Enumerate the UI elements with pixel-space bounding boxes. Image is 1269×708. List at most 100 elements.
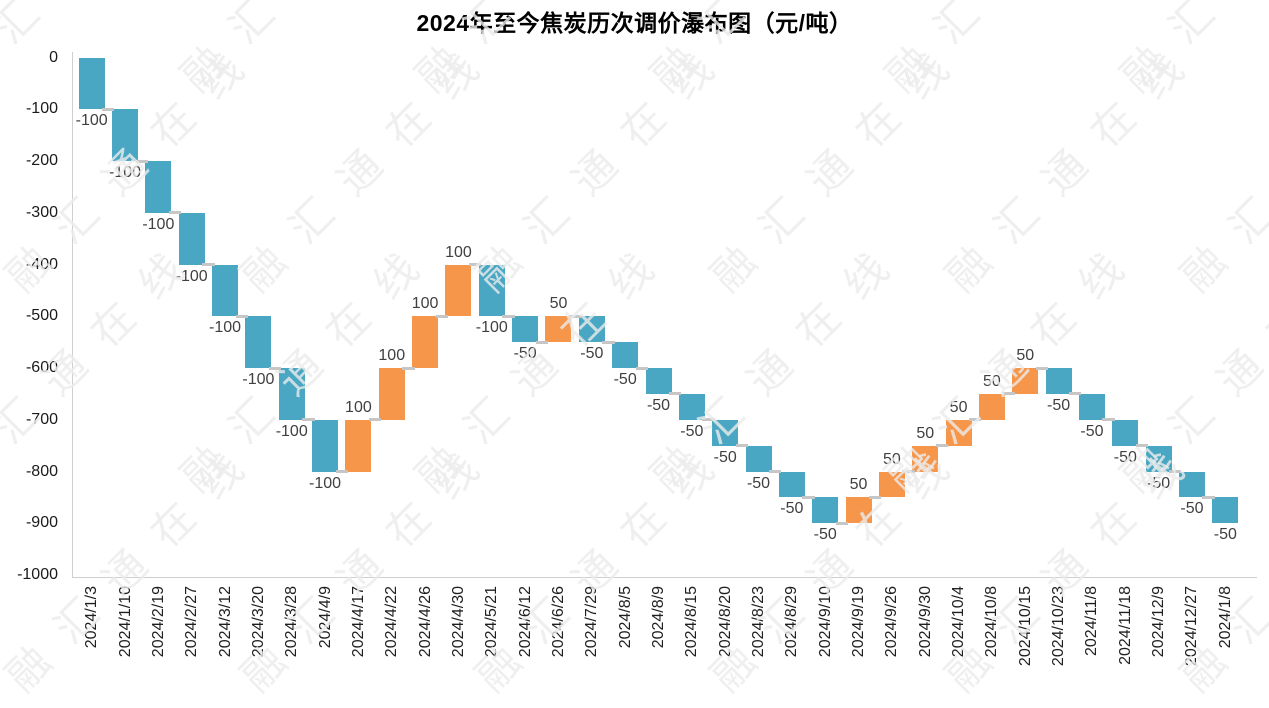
- waterfall-bar-2024/8/5: [612, 342, 639, 368]
- connector-line: [835, 521, 849, 525]
- bar-value-label: -50: [1080, 422, 1104, 440]
- x-tick-label: 2024/4/30: [449, 586, 467, 658]
- bar-value-label: -100: [242, 371, 275, 388]
- connector-line: [235, 314, 248, 318]
- x-tick-label: 2024/6/12: [516, 586, 534, 658]
- connector-line: [1169, 470, 1182, 473]
- connector-line: [802, 495, 815, 499]
- waterfall-bar-2024/9/30: [912, 445, 939, 472]
- y-tick-label: -400: [25, 255, 58, 273]
- x-axis-line: [72, 577, 1257, 578]
- waterfall-bar-2024/6/26: [545, 316, 572, 343]
- x-tick-label: 2024/3/12: [216, 586, 234, 658]
- bar-value-label: 50: [849, 476, 868, 494]
- x-tick-label: 2024/8/23: [750, 586, 768, 658]
- y-tick-label: -600: [25, 359, 58, 376]
- y-tick-label: -300: [25, 203, 58, 221]
- connector-line: [769, 470, 782, 473]
- connector-line: [468, 263, 482, 266]
- x-tick-label: 2024/1/8: [1216, 586, 1234, 649]
- x-tick-label: 2024/4/17: [349, 586, 367, 658]
- bar-value-label: -50: [580, 345, 604, 363]
- x-tick-label: 2024/4/9: [316, 586, 334, 649]
- connector-line: [268, 366, 282, 370]
- waterfall-bar-2024/2/27: [178, 212, 205, 265]
- bar-value-label: 100: [411, 295, 439, 313]
- x-tick-label: 2024/10/23: [1050, 586, 1068, 667]
- waterfall-bar-2024/8/23: [745, 445, 772, 472]
- connector-line: [1035, 366, 1049, 370]
- waterfall-bar-2024/1/8: [1212, 497, 1239, 524]
- waterfall-bar-2024/9/26: [878, 471, 905, 498]
- x-tick-label: 2024/5/21: [483, 586, 501, 658]
- x-tick-label: 2024/3/20: [249, 586, 267, 658]
- bar-value-label: -50: [1113, 448, 1137, 466]
- waterfall-bar-2024/9/19: [845, 497, 872, 524]
- x-tick-label: 2024/9/19: [850, 586, 868, 658]
- x-tick-label: 2024/11/8: [1083, 586, 1101, 656]
- y-tick-label: -900: [25, 514, 58, 532]
- waterfall-bar-2024/6/12: [512, 316, 539, 343]
- bar-value-label: 50: [549, 295, 568, 313]
- bar-value-label: -50: [780, 500, 804, 518]
- y-tick-label: -700: [25, 410, 58, 428]
- waterfall-bar-2024/8/15: [678, 393, 705, 420]
- waterfall-bar-2024/2/19: [145, 161, 172, 213]
- bar-value-label: -100: [75, 112, 108, 130]
- x-tick-label: 2024/12/9: [1150, 586, 1168, 658]
- y-axis-line: [72, 52, 73, 577]
- bar-value-label: -50: [513, 345, 537, 363]
- waterfall-bar-2024/3/12: [212, 264, 239, 317]
- y-tick-label: -200: [25, 152, 58, 169]
- x-tick-label: 2024/8/29: [783, 586, 801, 658]
- x-tick-label: 2024/3/28: [283, 586, 301, 658]
- x-tick-label: 2024/1/10: [116, 586, 134, 658]
- x-tick-label: 2024/10/15: [1016, 586, 1034, 667]
- connector-line: [402, 366, 415, 370]
- waterfall-bar-2024/4/9: [312, 419, 339, 472]
- y-tick-label: 0: [49, 48, 58, 66]
- bar-value-label: 50: [916, 424, 935, 442]
- x-tick-label: 2024/8/20: [716, 586, 734, 658]
- connector-line: [502, 314, 515, 318]
- connector-line: [335, 470, 348, 473]
- x-tick-label: 2024/11/18: [1116, 586, 1134, 665]
- connector-line: [102, 107, 115, 111]
- waterfall-bar-2024/8/29: [778, 471, 805, 498]
- connector-line: [635, 366, 648, 370]
- connector-line: [1135, 444, 1149, 448]
- x-tick-label: 2024/10/8: [983, 586, 1001, 658]
- bar-value-label: -50: [646, 396, 671, 414]
- bar-value-label: -50: [1047, 396, 1071, 414]
- bar-value-label: 50: [1016, 347, 1035, 364]
- waterfall-bar-2024/10/4: [945, 419, 972, 446]
- connector-line: [368, 418, 382, 422]
- y-tick-label: -500: [25, 307, 58, 325]
- waterfall-bar-2024/10/23: [1045, 368, 1072, 394]
- y-tick-label: -100: [25, 100, 58, 118]
- connector-line: [969, 418, 982, 422]
- x-tick-label: 2024/9/26: [883, 586, 901, 658]
- bar-value-label: -50: [613, 371, 637, 388]
- bar-value-label: -100: [475, 319, 508, 337]
- y-tick-label: -1000: [17, 566, 58, 583]
- connector-line: [1202, 495, 1215, 499]
- x-tick-label: 2024/4/26: [416, 586, 434, 658]
- waterfall-bar-2024/11/8: [1078, 393, 1105, 420]
- waterfall-bar-2024/11/18: [1112, 419, 1139, 446]
- x-tick-label: 2024/4/22: [383, 586, 401, 658]
- x-tick-label: 2024/8/5: [616, 586, 634, 649]
- bar-value-label: -50: [813, 526, 837, 544]
- waterfall-bar-2024/10/8: [978, 393, 1005, 420]
- connector-line: [1069, 392, 1082, 396]
- bar-value-label: -50: [1213, 526, 1237, 544]
- waterfall-bar-2024/5/21: [478, 264, 505, 317]
- bar-value-label: 50: [949, 398, 968, 416]
- y-tick-label: -800: [25, 462, 58, 480]
- waterfall-bar-2024/9/10: [812, 497, 839, 524]
- x-tick-label: 2024/7/29: [583, 586, 601, 658]
- waterfall-bar-2024/4/17: [345, 419, 372, 472]
- waterfall-bar-2024/7/29: [578, 316, 605, 343]
